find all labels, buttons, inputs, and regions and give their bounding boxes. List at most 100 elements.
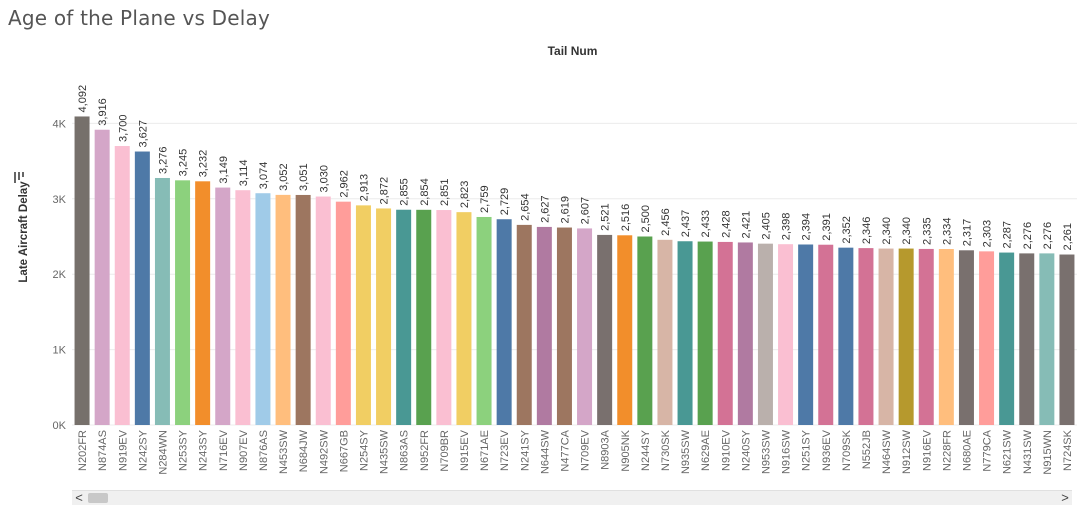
- bar-value-label: 2,261: [1062, 223, 1074, 251]
- bar[interactable]: [938, 249, 954, 425]
- bar-value-label: 2,913: [358, 174, 370, 202]
- x-tick-label: N492SW: [318, 429, 330, 474]
- bar[interactable]: [315, 196, 331, 425]
- bar[interactable]: [536, 226, 552, 425]
- bar[interactable]: [818, 244, 834, 425]
- bar[interactable]: [858, 248, 874, 425]
- bar-value-label: 2,500: [640, 205, 652, 233]
- x-tick-label: N621SW: [1002, 429, 1014, 474]
- bar[interactable]: [898, 248, 914, 425]
- y-axis-title[interactable]: Late Aircraft Delay: [14, 172, 30, 283]
- bar-value-label: 2,276: [1022, 222, 1034, 250]
- x-tick-label: N730SK: [660, 429, 672, 471]
- bar[interactable]: [516, 224, 532, 425]
- bar[interactable]: [235, 190, 251, 425]
- y-tick-label: 2K: [53, 269, 67, 281]
- bar[interactable]: [838, 247, 854, 425]
- bar[interactable]: [918, 248, 934, 425]
- bar[interactable]: [1019, 253, 1035, 425]
- bar-value-label: 2,437: [680, 210, 692, 238]
- bar[interactable]: [697, 241, 713, 425]
- sort-icon[interactable]: [14, 172, 24, 183]
- x-tick-label: N915EV: [459, 429, 471, 471]
- bar[interactable]: [617, 235, 633, 425]
- bar[interactable]: [134, 151, 150, 425]
- bar[interactable]: [335, 201, 351, 425]
- bar[interactable]: [577, 228, 593, 425]
- bar[interactable]: [456, 212, 472, 425]
- bar[interactable]: [355, 205, 371, 425]
- bar[interactable]: [255, 193, 271, 425]
- x-tick-label: N667GB: [338, 430, 350, 472]
- bar-value-label: 3,052: [278, 163, 290, 191]
- x-tick-label: N240SY: [740, 429, 752, 471]
- bar-value-label: 2,346: [861, 217, 873, 245]
- bar[interactable]: [436, 210, 452, 425]
- bar-value-label: 2,872: [379, 177, 391, 205]
- bar[interactable]: [195, 181, 211, 425]
- y-axis-ticks: 0K 1K 2K 3K 4K: [53, 118, 67, 432]
- bar[interactable]: [154, 177, 170, 425]
- x-tick-label: N251SY: [801, 429, 813, 471]
- bar[interactable]: [778, 244, 794, 425]
- x-tick-label: N680AE: [961, 430, 973, 471]
- x-axis-ticks: N202FR N874AS N919EV N242SY N284WN N253SY N243…: [77, 429, 1074, 474]
- bar[interactable]: [376, 208, 392, 425]
- bar[interactable]: [999, 252, 1015, 425]
- scroll-right-arrow[interactable]: >: [1061, 490, 1069, 505]
- bar[interactable]: [677, 241, 693, 425]
- bar[interactable]: [74, 116, 90, 426]
- horizontal-scrollbar[interactable]: < >: [72, 490, 1072, 505]
- bar[interactable]: [215, 187, 231, 425]
- bar[interactable]: [1059, 254, 1075, 425]
- x-tick-label: N671AE: [479, 430, 491, 471]
- x-tick-label: N243SY: [198, 429, 210, 471]
- x-tick-label: N905NK: [620, 429, 632, 471]
- bar[interactable]: [416, 209, 432, 425]
- bar-value-label: 2,433: [700, 210, 712, 238]
- x-tick-label: N284WN: [157, 430, 169, 475]
- x-tick-label: N724SK: [1062, 429, 1074, 471]
- bar[interactable]: [637, 236, 653, 426]
- bar-value-label: 2,823: [459, 181, 471, 209]
- bar[interactable]: [476, 216, 492, 425]
- x-tick-label: N709SK: [841, 429, 853, 471]
- bar[interactable]: [94, 129, 110, 426]
- x-tick-label: N242SY: [137, 429, 149, 471]
- bar[interactable]: [657, 239, 673, 425]
- y-tick-label: 3K: [53, 194, 67, 206]
- bar[interactable]: [556, 227, 572, 425]
- x-tick-label: N936EV: [821, 429, 833, 471]
- bar[interactable]: [114, 146, 130, 425]
- x-tick-label: N8903A: [600, 429, 612, 469]
- scroll-left-arrow[interactable]: <: [75, 490, 83, 505]
- bar[interactable]: [295, 194, 311, 425]
- x-tick-label: N907EV: [238, 429, 250, 471]
- bar-value-label: 2,340: [881, 217, 893, 245]
- bar[interactable]: [275, 194, 291, 425]
- x-tick-label: N241SY: [519, 429, 531, 471]
- x-tick-label: N876AS: [258, 430, 270, 471]
- bar-value-label: 2,456: [660, 208, 672, 236]
- bar-value-label: 2,352: [841, 216, 853, 244]
- bar[interactable]: [597, 234, 613, 425]
- bar[interactable]: [798, 244, 814, 425]
- bar[interactable]: [1039, 253, 1055, 425]
- bar[interactable]: [979, 251, 995, 425]
- bar[interactable]: [878, 248, 894, 425]
- scroll-thumb[interactable]: [88, 493, 108, 503]
- bar[interactable]: [496, 219, 512, 425]
- bar[interactable]: [737, 242, 753, 425]
- bar[interactable]: [958, 250, 974, 425]
- bar-value-label: 2,317: [961, 219, 973, 247]
- x-tick-label: N552JB: [861, 430, 873, 469]
- bar-value-label: 2,303: [982, 220, 994, 248]
- x-tick-label: N254SY: [358, 429, 370, 471]
- bar[interactable]: [396, 209, 412, 425]
- bar[interactable]: [717, 241, 733, 425]
- bar[interactable]: [175, 180, 191, 425]
- bar-chart: 0K 1K 2K 3K 4K 4,092 3,916 3,700 3,627 3,276 3,24…: [14, 85, 1077, 475]
- x-tick-label: N863AS: [399, 430, 411, 471]
- bar[interactable]: [757, 243, 773, 425]
- bar-value-label: 2,398: [781, 213, 793, 241]
